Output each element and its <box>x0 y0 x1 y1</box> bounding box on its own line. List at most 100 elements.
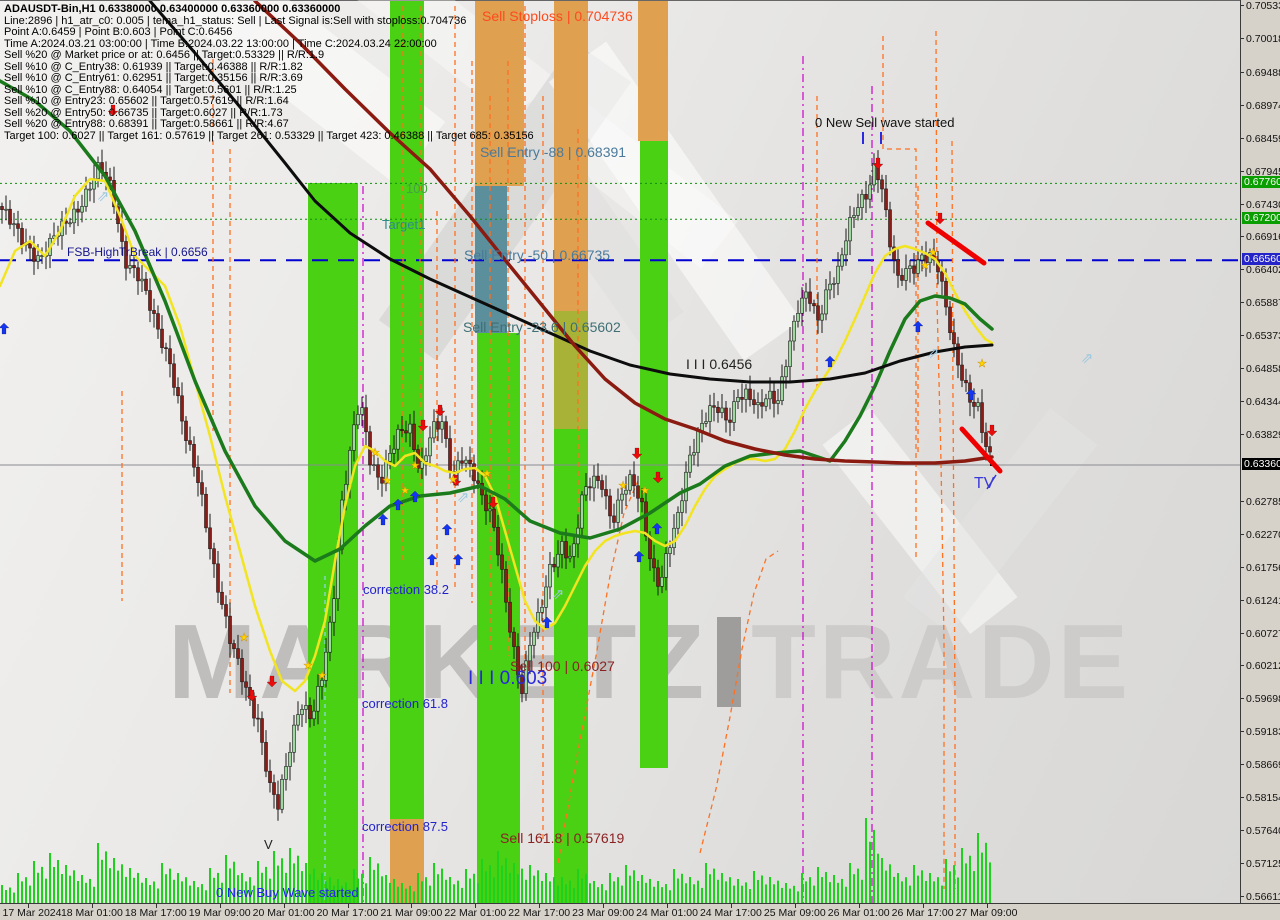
volume-bar <box>169 868 171 903</box>
volume-bar <box>649 878 651 903</box>
volume-bar <box>173 879 175 903</box>
time-label: 20 Mar 01:00 <box>252 907 315 919</box>
volume-bar <box>541 880 543 903</box>
volume-bar <box>625 865 627 903</box>
volume-bar <box>221 882 223 903</box>
candle-bull <box>868 184 872 200</box>
volume-bar <box>505 858 507 903</box>
info-line-3: Point A:0.6459 | Point B:0.603 | Point C… <box>4 26 233 38</box>
time-tick <box>730 904 732 908</box>
candle-bull <box>316 686 320 712</box>
volume-bar <box>73 870 75 903</box>
candle-bear <box>156 313 160 330</box>
candle-bull <box>744 388 748 400</box>
candle-bull <box>696 430 700 453</box>
candle-bear <box>220 591 224 605</box>
volume-bar <box>273 851 275 903</box>
candle-bear <box>640 497 644 503</box>
volume-bar <box>373 869 375 903</box>
time-label: 22 Mar 17:00 <box>508 907 571 919</box>
info-panel: ADAUSDT-Bin,H1 0.63380000 0.63400000 0.6… <box>4 3 534 142</box>
candle-bull <box>832 283 836 285</box>
sell-arrow-icon <box>652 471 664 484</box>
volume-bar <box>829 882 831 903</box>
time-tick <box>155 904 157 908</box>
volume-bar <box>849 863 851 903</box>
candle-bear <box>500 554 504 570</box>
price-axis[interactable]: 0.70533 0.70018 0.69488 0.68974 0.68459 0.679… <box>1240 0 1280 903</box>
price-label: 0.64344 <box>1246 396 1280 409</box>
price-marker-0.66560: 0.66560 <box>1242 253 1280 266</box>
candle-bull <box>524 660 528 694</box>
chart-plot-area[interactable]: MARKETZ TRADE ★ ★ ★ ★ ★ ★ ★ ★ ★ ★ ★ ★ ★ ★ ⇗ ⇗ ⇗ ⇗ ⇗ Sell S… <box>0 0 1240 904</box>
volume-bar <box>529 865 531 903</box>
price-tick <box>1241 764 1244 766</box>
candle-bull <box>356 414 360 426</box>
volume-bar <box>185 877 187 903</box>
candle-bear <box>468 459 472 465</box>
volume-bar <box>569 880 571 903</box>
volume-bar <box>929 873 931 903</box>
time-label: 24 Mar 17:00 <box>699 907 762 919</box>
volume-bar <box>949 871 951 903</box>
time-axis[interactable]: 17 Mar 2024 18 Mar 01:00 18 Mar 17:00 19 Ma… <box>0 903 1280 920</box>
price-label: 0.69488 <box>1246 66 1280 79</box>
candle-bear <box>196 466 200 483</box>
candle-bear <box>216 563 220 593</box>
price-tick <box>1241 4 1244 6</box>
candle-bear <box>476 480 480 484</box>
trailing-stop-line <box>887 148 917 561</box>
star-signal-icon: ★ <box>303 659 313 672</box>
volume-bar <box>797 891 799 903</box>
price-label: 0.70533 <box>1246 0 1280 12</box>
candle-bear <box>148 290 152 311</box>
price-label: 0.56611 <box>1246 890 1280 903</box>
candle-bear <box>752 399 756 406</box>
time-label: 26 Mar 01:00 <box>827 907 890 919</box>
volume-bar <box>597 887 599 903</box>
candle-bull <box>388 453 392 462</box>
volume-bar <box>357 878 359 903</box>
volume-bar <box>885 870 887 903</box>
candle-bull <box>872 163 876 186</box>
candle-bear <box>604 489 608 497</box>
candle-bull <box>764 398 768 407</box>
price-label: 0.58154 <box>1246 792 1280 805</box>
candle-bear <box>264 742 268 772</box>
candle-bear <box>132 265 136 269</box>
volume-bar <box>745 882 747 903</box>
volume-bar <box>917 875 919 903</box>
volume-bar <box>845 886 847 903</box>
candle-bull <box>684 471 688 502</box>
candle-bear <box>16 223 20 229</box>
price-tick <box>1241 302 1244 304</box>
volume-bar <box>145 878 147 903</box>
candle-bear <box>236 648 240 659</box>
volume-bar <box>317 879 319 903</box>
candle-bull <box>432 421 436 439</box>
time-tick <box>794 904 796 908</box>
candle-bull <box>408 423 412 434</box>
hollow-arrow-icon: ⇗ <box>552 585 565 603</box>
volume-bar <box>785 883 787 903</box>
buy-arrow-icon <box>426 553 438 566</box>
volume-bar <box>177 873 179 903</box>
volume-bar <box>581 878 583 903</box>
volume-bar <box>661 887 663 903</box>
candle-bear <box>892 246 896 260</box>
candle-bull <box>676 512 680 529</box>
candle-bull <box>128 265 132 269</box>
volume-bar <box>733 885 735 903</box>
zone-band-orange <box>475 1 524 186</box>
volume-bar <box>653 886 655 903</box>
ma-green <box>0 79 994 563</box>
candle-bear <box>760 402 764 407</box>
price-label: 0.61241 <box>1246 594 1280 607</box>
volume-bar <box>617 877 619 903</box>
candle-bear <box>164 347 168 350</box>
volume-bar <box>437 874 439 903</box>
info-line-12: Target 100: 0.6027 || Target 161: 0.5761… <box>4 129 534 142</box>
price-tick <box>1241 137 1244 139</box>
volume-bar <box>57 860 59 903</box>
candle-bull <box>540 606 544 613</box>
